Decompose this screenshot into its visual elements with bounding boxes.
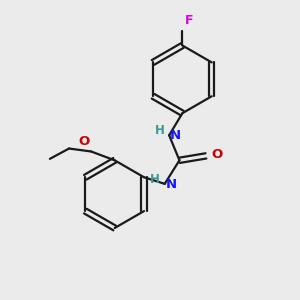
Text: O: O	[211, 148, 223, 161]
Text: H: H	[150, 173, 160, 186]
Text: N: N	[170, 129, 181, 142]
Text: F: F	[184, 14, 193, 27]
Text: N: N	[165, 178, 176, 191]
Text: O: O	[78, 135, 89, 148]
Text: H: H	[155, 124, 165, 137]
